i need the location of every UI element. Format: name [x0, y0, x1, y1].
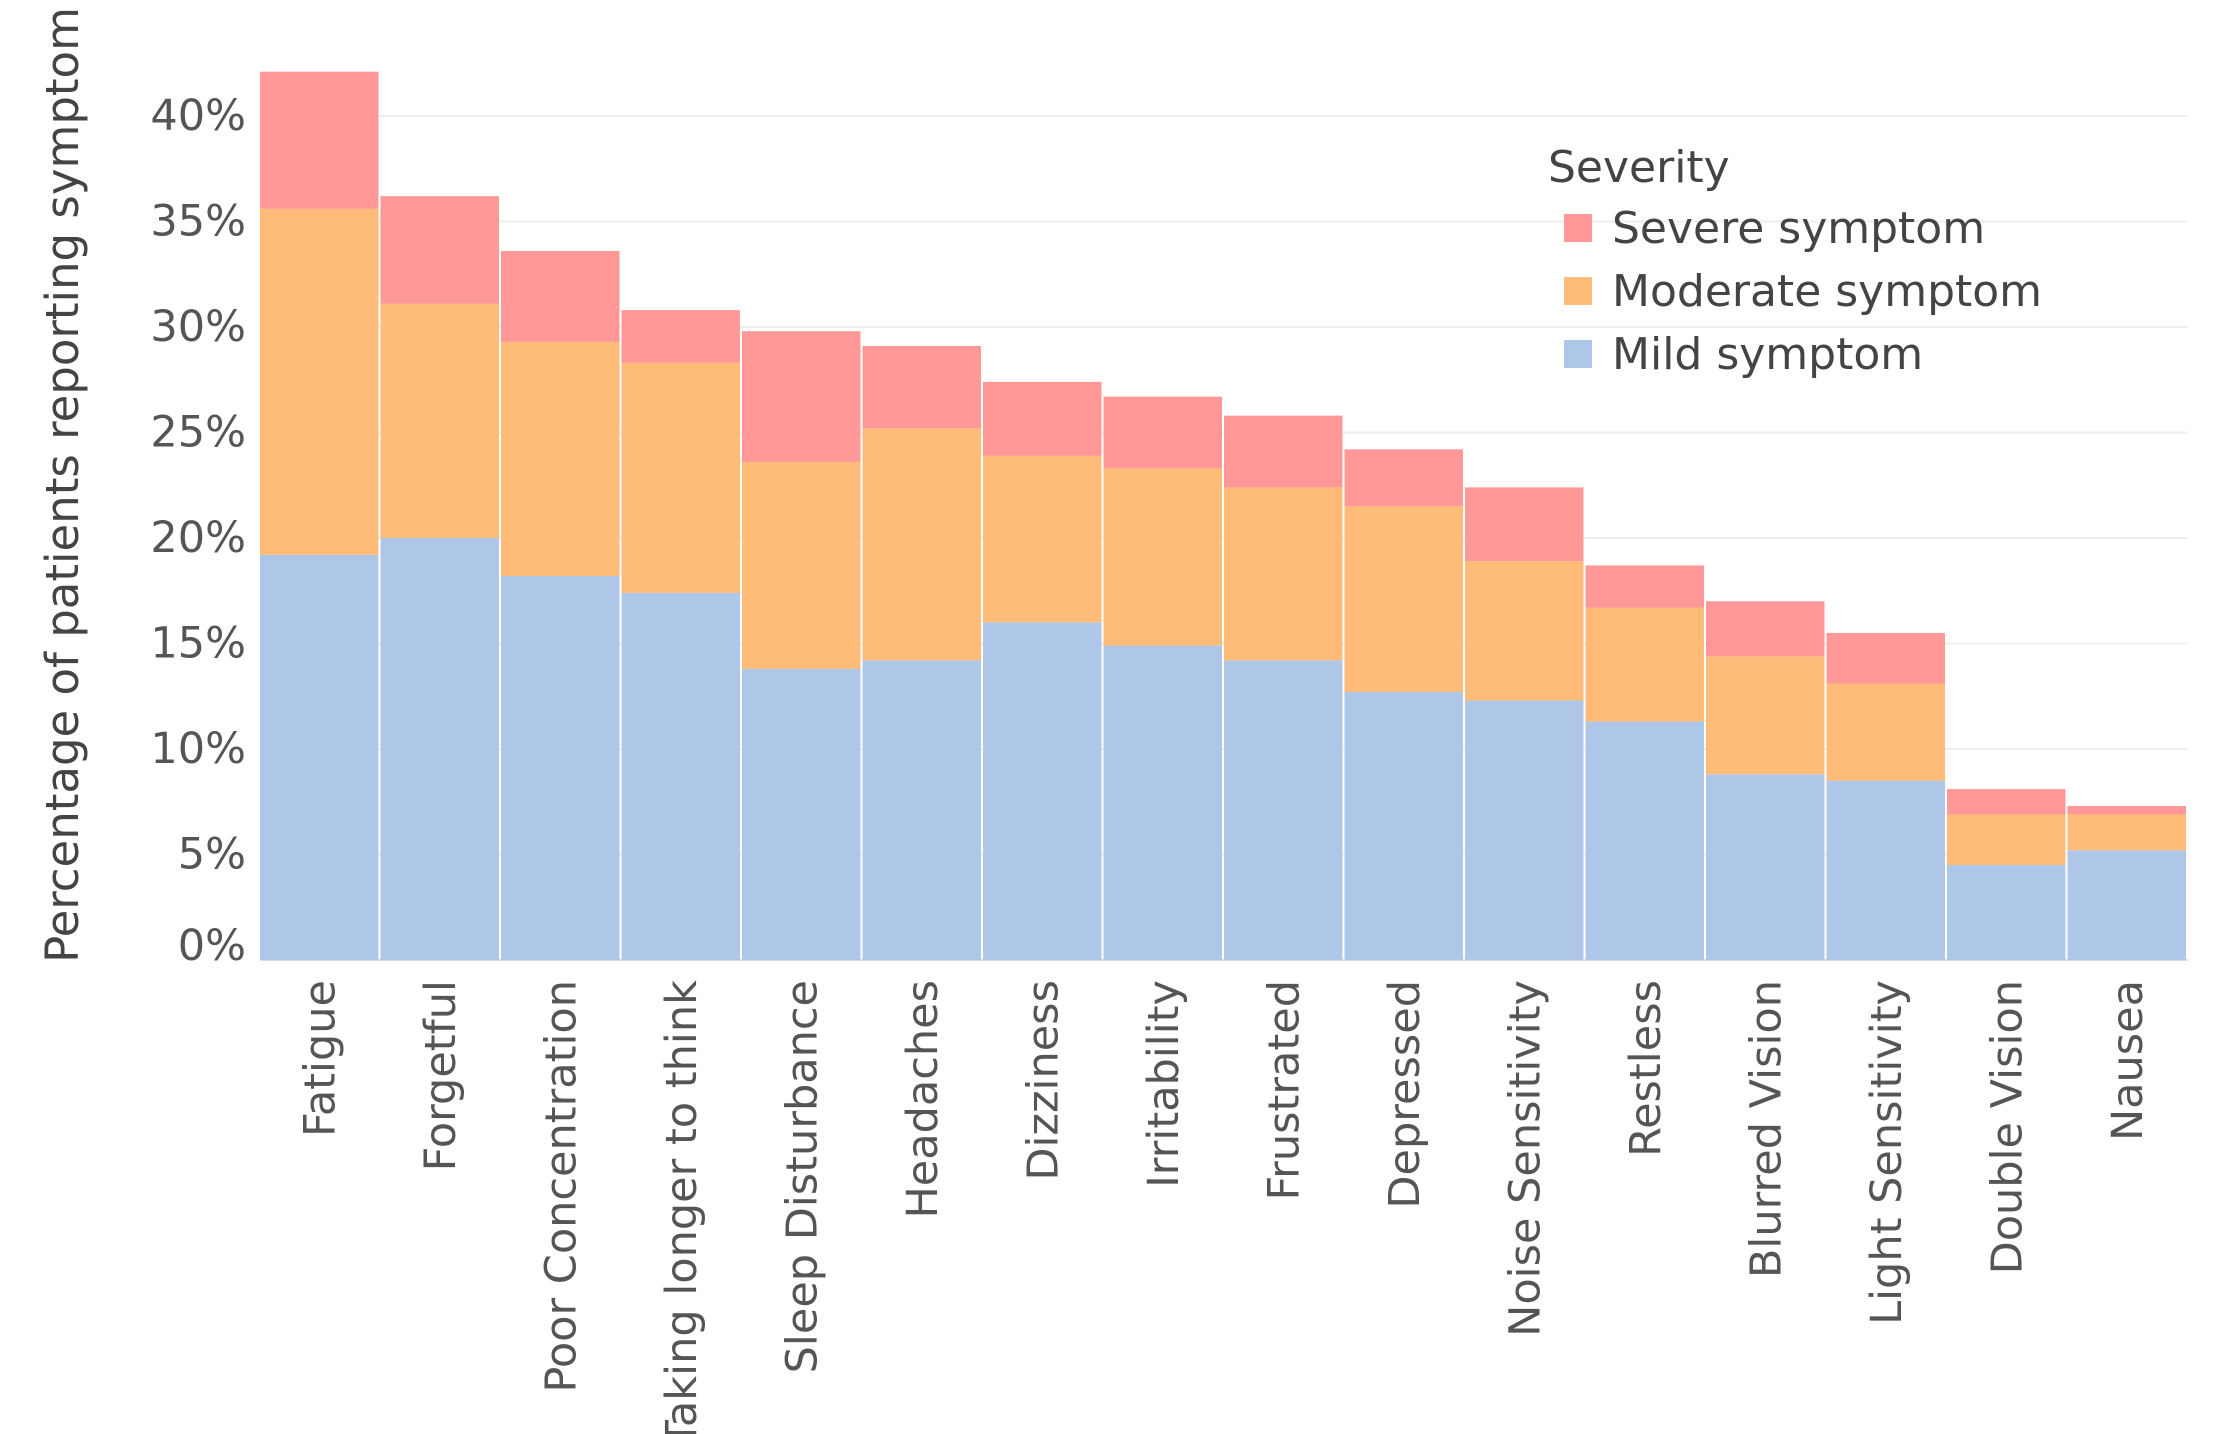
legend-label: Mild symptom [1612, 329, 1923, 380]
y-tick-label: 40% [150, 91, 246, 141]
y-axis-title: Percentage of patients reporting symptom [36, 7, 89, 963]
bar-severe-symptom-5[interactable] [862, 345, 982, 429]
y-tick-label: 35% [150, 197, 246, 247]
x-tick-label: Fatigue [295, 980, 345, 1137]
bar-severe-symptom-13[interactable] [1826, 632, 1946, 684]
bar-severe-symptom-7[interactable] [1103, 396, 1223, 469]
legend-title: Severity [1548, 142, 1730, 193]
x-tick-label: Irritability [1139, 980, 1189, 1188]
bar-severe-symptom-0[interactable] [260, 71, 379, 209]
bar-moderate-symptom-9[interactable] [1344, 506, 1464, 693]
bars [260, 71, 2187, 960]
legend-swatch-severe-symptom [1564, 214, 1592, 242]
y-tick-label: 15% [150, 619, 246, 669]
y-tick-label: 25% [150, 408, 246, 458]
bar-severe-symptom-6[interactable] [983, 381, 1102, 456]
x-tick-label: Headaches [898, 980, 948, 1219]
x-axis-labels: Fatigue Forgetful Poor Concentration Taking… [295, 980, 2153, 1434]
bar-moderate-symptom-15[interactable] [2067, 814, 2187, 851]
bar-mild-symptom-10[interactable] [1465, 700, 1584, 960]
bar-mild-symptom-0[interactable] [260, 554, 379, 960]
bar-moderate-symptom-14[interactable] [1947, 814, 2066, 866]
x-tick-label: Taking longer to think [657, 980, 707, 1434]
bar-severe-symptom-11[interactable] [1585, 565, 1705, 608]
bar-mild-symptom-12[interactable] [1706, 774, 1825, 960]
x-tick-label: Dizziness [1018, 980, 1068, 1181]
legend[interactable]: Severity Severe symptom Moderate symptom M… [1548, 142, 2042, 380]
bar-mild-symptom-11[interactable] [1585, 721, 1705, 960]
bar-severe-symptom-3[interactable] [621, 310, 741, 363]
bar-mild-symptom-14[interactable] [1947, 865, 2066, 960]
bar-mild-symptom-4[interactable] [742, 668, 861, 960]
x-tick-label: Depressed [1380, 980, 1430, 1209]
bar-severe-symptom-8[interactable] [1224, 415, 1343, 488]
y-tick-label: 30% [150, 302, 246, 352]
bar-moderate-symptom-7[interactable] [1103, 468, 1223, 646]
x-tick-label: Light Sensitivity [1862, 980, 1912, 1325]
legend-label: Severe symptom [1612, 203, 1985, 254]
legend-swatch-moderate-symptom [1564, 277, 1592, 305]
bar-moderate-symptom-10[interactable] [1465, 561, 1584, 701]
bar-severe-symptom-15[interactable] [2067, 805, 2187, 815]
bar-moderate-symptom-0[interactable] [260, 208, 379, 555]
y-axis-ticks: 0% 5% 10% 15% 20% 25% 30% 35% 40% [150, 91, 246, 971]
y-tick-label: 0% [178, 921, 246, 971]
x-tick-label: Forgetful [416, 980, 466, 1171]
x-tick-label: Poor Concentration [536, 980, 586, 1393]
bar-severe-symptom-4[interactable] [742, 331, 861, 463]
bar-mild-symptom-2[interactable] [501, 575, 620, 960]
bar-mild-symptom-13[interactable] [1826, 780, 1946, 960]
bar-moderate-symptom-13[interactable] [1826, 683, 1946, 781]
bar-mild-symptom-8[interactable] [1224, 660, 1343, 960]
bar-moderate-symptom-11[interactable] [1585, 607, 1705, 722]
x-tick-label: Blurred Vision [1741, 980, 1791, 1278]
x-tick-label: Restless [1621, 980, 1671, 1157]
bar-mild-symptom-1[interactable] [380, 538, 500, 960]
bar-mild-symptom-15[interactable] [2067, 850, 2187, 960]
bar-moderate-symptom-2[interactable] [501, 341, 620, 576]
x-tick-label: Nausea [2103, 980, 2153, 1141]
bar-severe-symptom-12[interactable] [1706, 601, 1825, 657]
bar-mild-symptom-5[interactable] [862, 660, 982, 960]
bar-mild-symptom-7[interactable] [1103, 645, 1223, 960]
bar-moderate-symptom-6[interactable] [983, 455, 1102, 623]
bar-severe-symptom-1[interactable] [380, 196, 500, 304]
bar-severe-symptom-14[interactable] [1947, 789, 2066, 815]
bar-mild-symptom-9[interactable] [1344, 692, 1464, 960]
y-tick-label: 10% [150, 724, 246, 774]
bar-mild-symptom-3[interactable] [621, 592, 741, 960]
y-tick-label: 5% [178, 830, 246, 880]
bar-severe-symptom-10[interactable] [1465, 487, 1584, 562]
bar-moderate-symptom-1[interactable] [380, 303, 500, 538]
bar-moderate-symptom-3[interactable] [621, 362, 741, 593]
bar-moderate-symptom-12[interactable] [1706, 656, 1825, 775]
bar-severe-symptom-9[interactable] [1344, 449, 1464, 507]
x-tick-label: Frustrated [1259, 980, 1309, 1200]
x-tick-label: Noise Sensitivity [1500, 980, 1550, 1337]
bar-mild-symptom-6[interactable] [983, 622, 1102, 960]
x-tick-label: Sleep Disturbance [777, 980, 827, 1373]
bar-moderate-symptom-5[interactable] [862, 428, 982, 661]
x-tick-label: Double Vision [1982, 980, 2032, 1274]
bar-moderate-symptom-4[interactable] [742, 462, 861, 669]
bar-moderate-symptom-8[interactable] [1224, 487, 1343, 661]
legend-label: Moderate symptom [1612, 266, 2042, 317]
legend-swatch-mild-symptom [1564, 340, 1592, 368]
bar-severe-symptom-2[interactable] [501, 251, 620, 342]
y-tick-label: 20% [150, 513, 246, 563]
